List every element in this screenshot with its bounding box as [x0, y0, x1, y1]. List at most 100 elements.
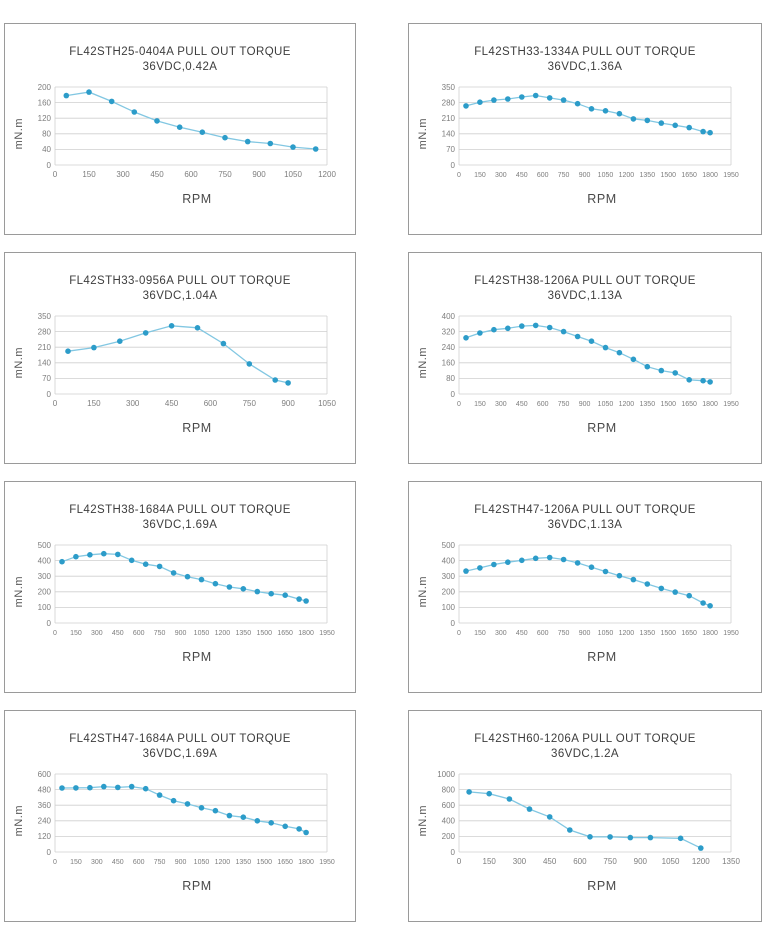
x-axis-label: RPM — [182, 421, 212, 435]
svg-text:0: 0 — [47, 848, 52, 857]
svg-text:1650: 1650 — [681, 172, 697, 179]
svg-text:1200: 1200 — [619, 630, 635, 637]
svg-text:320: 320 — [442, 327, 456, 336]
svg-text:300: 300 — [91, 630, 103, 637]
svg-text:750: 750 — [154, 630, 166, 637]
svg-text:100: 100 — [38, 603, 52, 612]
svg-text:1050: 1050 — [598, 401, 614, 408]
svg-text:1800: 1800 — [298, 859, 314, 866]
svg-text:0: 0 — [47, 619, 52, 628]
svg-text:150: 150 — [82, 170, 96, 179]
svg-text:600: 600 — [573, 857, 587, 866]
x-axis-label: RPM — [182, 192, 212, 206]
chart-plot: 0 70 140 210 280 350 0 150 300 450 600 750 900 1050 — [38, 312, 337, 408]
svg-text:200: 200 — [442, 588, 456, 597]
chart-card-fl42sth33-1334a: FL42STH33-1334A PULL OUT TORQUE 36VDC,1.… — [408, 23, 762, 235]
svg-text:1000: 1000 — [437, 770, 455, 779]
svg-text:1500: 1500 — [660, 630, 676, 637]
svg-text:1950: 1950 — [319, 630, 335, 637]
x-axis-label: RPM — [182, 650, 212, 664]
svg-text:70: 70 — [42, 374, 51, 383]
chart-card-fl42sth47-1206a: FL42STH47-1206A PULL OUT TORQUE 36VDC,1.… — [408, 481, 762, 693]
svg-text:80: 80 — [446, 374, 455, 383]
svg-text:900: 900 — [175, 630, 187, 637]
svg-text:900: 900 — [579, 172, 591, 179]
svg-text:360: 360 — [38, 801, 52, 810]
y-axis-label: mN.m — [13, 118, 25, 150]
svg-text:300: 300 — [495, 172, 507, 179]
chart-title: FL42STH25-0404A PULL OUT TORQUE 36VDC,0.… — [69, 45, 291, 75]
svg-text:600: 600 — [184, 170, 198, 179]
svg-text:1350: 1350 — [640, 172, 656, 179]
chart-plot: 0 120 240 360 480 600 0 150 300 450 600 750 900 1050 1… — [38, 770, 335, 866]
svg-text:1500: 1500 — [660, 401, 676, 408]
svg-text:450: 450 — [150, 170, 164, 179]
svg-text:1050: 1050 — [318, 399, 336, 408]
svg-text:300: 300 — [513, 857, 527, 866]
svg-text:450: 450 — [543, 857, 557, 866]
chart-subtitle: 36VDC,0.42A — [142, 61, 218, 73]
chart-body: mN.m 0 100 200 300 400 500 0 150 300 450 600 750 900… — [409, 540, 761, 644]
chart-subtitle: 36VDC,1.04A — [142, 290, 218, 302]
svg-text:300: 300 — [495, 401, 507, 408]
svg-text:1050: 1050 — [598, 630, 614, 637]
svg-text:450: 450 — [516, 630, 528, 637]
svg-text:80: 80 — [42, 130, 51, 139]
svg-text:1800: 1800 — [702, 401, 718, 408]
svg-text:1050: 1050 — [194, 630, 210, 637]
chart-title-line1: FL42STH60-1206A PULL OUT TORQUE — [474, 733, 696, 745]
svg-text:0: 0 — [457, 630, 461, 637]
svg-text:300: 300 — [116, 170, 130, 179]
svg-text:40: 40 — [42, 145, 51, 154]
chart-subtitle: 36VDC,1.69A — [142, 748, 218, 760]
svg-text:210: 210 — [442, 114, 456, 123]
y-axis-label: mN.m — [417, 576, 429, 608]
y-axis-label: mN.m — [417, 805, 429, 837]
svg-text:600: 600 — [204, 399, 218, 408]
chart-title-line1: FL42STH38-1206A PULL OUT TORQUE — [474, 275, 696, 287]
svg-text:450: 450 — [516, 172, 528, 179]
svg-text:900: 900 — [281, 399, 295, 408]
svg-text:0: 0 — [457, 857, 462, 866]
svg-text:1800: 1800 — [298, 630, 314, 637]
svg-text:600: 600 — [38, 770, 52, 779]
svg-text:150: 150 — [474, 630, 486, 637]
svg-text:0: 0 — [451, 390, 456, 399]
svg-text:0: 0 — [47, 390, 52, 399]
chart-title-line1: FL42STH47-1684A PULL OUT TORQUE — [69, 733, 291, 745]
svg-text:1200: 1200 — [692, 857, 710, 866]
y-axis-label: mN.m — [13, 347, 25, 379]
svg-text:1350: 1350 — [236, 630, 252, 637]
svg-text:0: 0 — [53, 859, 57, 866]
svg-text:750: 750 — [558, 172, 570, 179]
svg-text:200: 200 — [38, 83, 52, 92]
chart-title-line1: FL42STH25-0404A PULL OUT TORQUE — [69, 46, 291, 58]
svg-text:120: 120 — [38, 832, 52, 841]
svg-text:200: 200 — [38, 588, 52, 597]
svg-text:150: 150 — [70, 859, 82, 866]
x-axis-label: RPM — [587, 879, 617, 893]
chart-plot: 0 100 200 300 400 500 0 150 300 450 600 750 900 1050 1… — [442, 541, 739, 637]
svg-text:240: 240 — [442, 343, 456, 352]
svg-text:1500: 1500 — [256, 630, 272, 637]
svg-text:600: 600 — [537, 401, 549, 408]
chart-title-line1: FL42STH47-1206A PULL OUT TORQUE — [474, 504, 696, 516]
svg-text:900: 900 — [579, 401, 591, 408]
svg-text:900: 900 — [175, 859, 187, 866]
svg-text:480: 480 — [38, 785, 52, 794]
svg-text:450: 450 — [165, 399, 179, 408]
chart-title: FL42STH47-1684A PULL OUT TORQUE 36VDC,1.… — [69, 732, 291, 762]
svg-text:0: 0 — [451, 848, 456, 857]
y-axis-label: mN.m — [13, 576, 25, 608]
svg-text:0: 0 — [451, 619, 456, 628]
chart-subtitle: 36VDC,1.69A — [142, 519, 218, 531]
chart-card-fl42sth47-1684a: FL42STH47-1684A PULL OUT TORQUE 36VDC,1.… — [4, 710, 356, 922]
y-axis-label: mN.m — [417, 118, 429, 150]
svg-text:1650: 1650 — [277, 630, 293, 637]
svg-text:1200: 1200 — [619, 401, 635, 408]
svg-text:400: 400 — [442, 556, 456, 565]
svg-text:1950: 1950 — [723, 401, 739, 408]
svg-text:0: 0 — [47, 161, 52, 170]
svg-text:750: 750 — [558, 401, 570, 408]
